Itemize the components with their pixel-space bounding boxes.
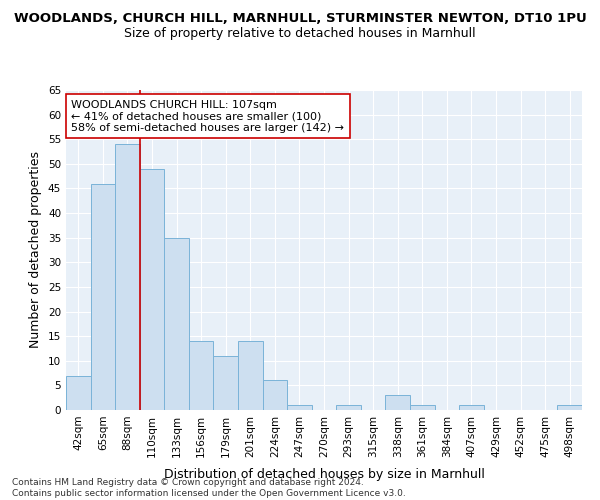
Bar [385,395,410,410]
Bar [557,405,582,410]
Bar [263,380,287,410]
Bar [164,238,189,410]
Bar [91,184,115,410]
Text: WOODLANDS, CHURCH HILL, MARNHULL, STURMINSTER NEWTON, DT10 1PU: WOODLANDS, CHURCH HILL, MARNHULL, STURMI… [14,12,586,26]
Bar [336,405,361,410]
Bar [410,405,434,410]
Bar [238,341,263,410]
Bar [189,341,214,410]
Bar [115,144,140,410]
Bar [140,169,164,410]
Bar [287,405,312,410]
Bar [214,356,238,410]
Text: Size of property relative to detached houses in Marnhull: Size of property relative to detached ho… [124,28,476,40]
Text: Contains HM Land Registry data © Crown copyright and database right 2024.
Contai: Contains HM Land Registry data © Crown c… [12,478,406,498]
Y-axis label: Number of detached properties: Number of detached properties [29,152,43,348]
Text: WOODLANDS CHURCH HILL: 107sqm
← 41% of detached houses are smaller (100)
58% of : WOODLANDS CHURCH HILL: 107sqm ← 41% of d… [71,100,344,133]
X-axis label: Distribution of detached houses by size in Marnhull: Distribution of detached houses by size … [164,468,484,481]
Bar [66,376,91,410]
Bar [459,405,484,410]
